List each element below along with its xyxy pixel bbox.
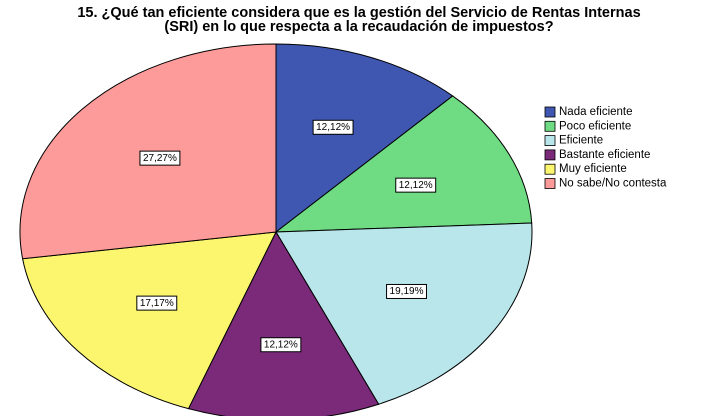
legend-swatch [544, 120, 556, 132]
chart-title: (SRI) en lo que respecta a la recaudació… [164, 19, 553, 35]
legend-swatch [544, 106, 556, 118]
data-label-box [386, 283, 427, 299]
chart-title: 15. ¿Qué tan eficiente considera que es … [77, 5, 640, 21]
legend-swatch [544, 135, 556, 147]
pie-slice [275, 43, 454, 234]
data-label: 27,27% [143, 153, 177, 164]
pie-slice [275, 222, 533, 405]
legend-swatch [544, 149, 556, 161]
data-label: 12,12% [399, 180, 433, 191]
data-label-box [260, 337, 302, 353]
data-label-box [395, 177, 437, 193]
legend-label: Nada eficiente [559, 106, 633, 118]
pie-slice [22, 231, 277, 410]
legend-swatch [544, 163, 556, 175]
legend-label: Eficiente [559, 135, 603, 147]
data-label: 12,12% [264, 339, 298, 350]
data-label-box [136, 295, 178, 311]
data-label-box [312, 119, 354, 135]
pie-slice [274, 95, 533, 233]
legend-swatch [544, 178, 556, 189]
pie-slice [187, 230, 380, 416]
data-label: 17,17% [140, 298, 174, 309]
legend-label: Poco eficiente [559, 120, 631, 132]
legend-label: Bastante eficiente [559, 149, 650, 161]
legend-label: Muy eficiente [559, 163, 627, 175]
data-label: 12,12% [316, 122, 350, 133]
legend-label: No sabe/No contesta [559, 178, 667, 190]
data-label-box [139, 150, 181, 166]
data-label: 19,19% [390, 286, 424, 297]
